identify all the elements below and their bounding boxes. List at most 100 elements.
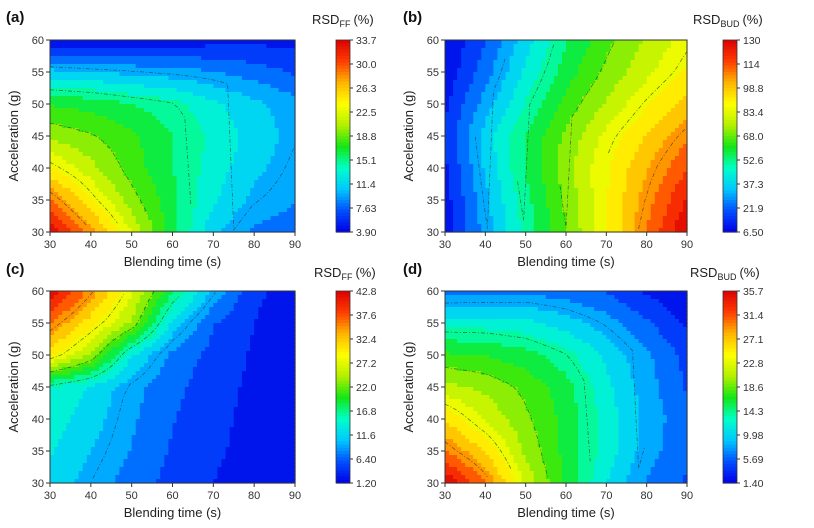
heatmap-cell	[94, 176, 100, 181]
heatmap-cell	[493, 96, 499, 101]
colorbar-segment	[336, 228, 350, 233]
heatmap-cell	[115, 188, 121, 193]
heatmap-cell	[123, 76, 129, 81]
heatmap-cell	[278, 196, 284, 201]
heatmap-cell	[115, 156, 121, 161]
heatmap-cell	[286, 192, 292, 197]
heatmap-cell	[270, 208, 276, 213]
heatmap-cell	[638, 168, 644, 173]
heatmap-cell	[217, 96, 223, 101]
heatmap-cell	[566, 92, 571, 97]
heatmap-cell	[148, 60, 153, 65]
heatmap-cell	[176, 192, 182, 197]
heatmap-cell	[131, 160, 137, 165]
heatmap-cell	[94, 124, 100, 129]
heatmap-cell	[135, 48, 141, 53]
heatmap-cell	[505, 168, 511, 173]
heatmap-cell	[622, 120, 628, 125]
heatmap-cell	[221, 52, 227, 57]
heatmap-cell	[670, 40, 676, 45]
heatmap-cell	[630, 112, 636, 117]
heatmap-cell	[188, 192, 194, 197]
heatmap-cell	[66, 204, 72, 209]
heatmap-cell	[646, 72, 652, 77]
heatmap-cell	[525, 44, 531, 49]
heatmap-cell	[650, 164, 656, 169]
heatmap-cell	[180, 88, 186, 93]
heatmap-cell	[156, 208, 161, 213]
heatmap-cell	[62, 188, 67, 193]
heatmap-cell	[481, 56, 486, 61]
heatmap-cell	[62, 104, 67, 109]
heatmap-cell	[233, 124, 239, 129]
heatmap-cell	[282, 156, 288, 161]
heatmap-cell	[164, 48, 170, 53]
heatmap-cell	[521, 52, 527, 57]
heatmap-cell	[74, 100, 80, 105]
heatmap-cell	[662, 104, 668, 109]
heatmap-cell	[266, 132, 272, 137]
heatmap-cell	[662, 112, 668, 117]
heatmap-cell	[82, 228, 88, 233]
heatmap-cell	[626, 116, 632, 121]
heatmap-cell	[570, 96, 575, 101]
heatmap-cell	[529, 116, 535, 121]
heatmap-cell	[445, 164, 450, 169]
heatmap-cell	[86, 120, 92, 125]
heatmap-cell	[131, 68, 137, 73]
heatmap-cell	[90, 84, 96, 89]
heatmap-cell	[184, 208, 190, 213]
heatmap-cell	[78, 80, 84, 85]
heatmap-cell	[270, 176, 276, 181]
heatmap-cell	[606, 156, 611, 161]
heatmap-cell	[618, 104, 624, 109]
heatmap-cell	[654, 148, 660, 153]
heatmap-cell	[201, 88, 206, 93]
heatmap-cell	[205, 228, 210, 233]
heatmap-cell	[582, 152, 587, 157]
heatmap-cell	[274, 228, 280, 233]
heatmap-cell	[127, 228, 133, 233]
heatmap-cell	[184, 136, 190, 141]
heatmap-cell	[574, 140, 579, 145]
heatmap-cell	[205, 200, 210, 205]
heatmap-cell	[78, 100, 84, 105]
heatmap-cell	[630, 44, 636, 49]
heatmap-cell	[598, 136, 603, 141]
heatmap-cell	[594, 152, 599, 157]
heatmap-cell	[127, 92, 133, 97]
heatmap-cell	[537, 140, 543, 145]
heatmap-cell	[485, 160, 490, 165]
heatmap-cell	[201, 60, 206, 65]
heatmap-cell	[449, 112, 454, 117]
heatmap-cell	[473, 128, 478, 133]
heatmap-cell	[666, 112, 672, 117]
heatmap-cell	[180, 64, 186, 69]
heatmap-cell	[197, 68, 202, 73]
heatmap-cell	[168, 228, 174, 233]
heatmap-cell	[590, 44, 595, 49]
heatmap-cell	[449, 136, 454, 141]
heatmap-cell	[461, 76, 466, 81]
heatmap-cell	[143, 136, 149, 141]
heatmap-cell	[445, 136, 450, 141]
heatmap-cell	[131, 180, 137, 185]
heatmap-cell	[533, 92, 539, 97]
heatmap-cell	[465, 132, 470, 137]
heatmap-cell	[254, 68, 259, 73]
heatmap-cell	[658, 120, 664, 125]
heatmap-cell	[131, 228, 137, 233]
heatmap-cell	[254, 100, 259, 105]
heatmap-cell	[107, 72, 112, 77]
heatmap-cell	[654, 44, 660, 49]
heatmap-cell	[115, 200, 121, 205]
heatmap-cell	[582, 164, 587, 169]
heatmap-cell	[241, 148, 247, 153]
heatmap-cell	[201, 68, 206, 73]
heatmap-cell	[477, 64, 482, 69]
heatmap-cell	[103, 160, 108, 165]
heatmap-cell	[290, 88, 296, 93]
heatmap-cell	[525, 76, 531, 81]
heatmap-cell	[90, 116, 96, 121]
heatmap-cell	[86, 44, 92, 49]
